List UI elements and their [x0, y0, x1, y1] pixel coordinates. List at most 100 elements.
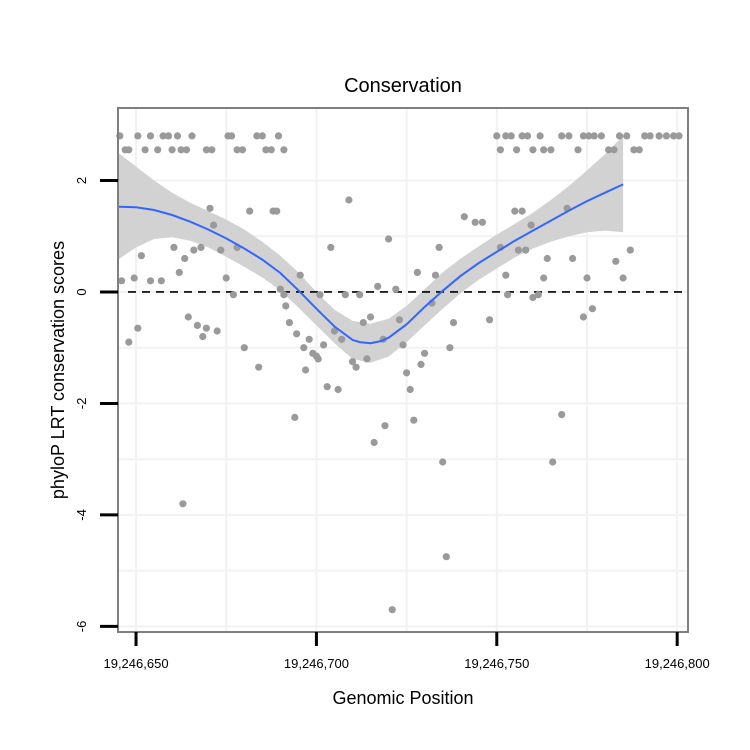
data-point: [296, 271, 304, 279]
y-axis: -6 -4 -2 0 2: [74, 177, 118, 632]
data-point: [534, 291, 542, 299]
data-point: [267, 146, 275, 154]
data-point: [585, 132, 593, 140]
data-point: [202, 146, 210, 154]
data-point: [507, 132, 515, 140]
data-point: [623, 132, 631, 140]
data-point: [363, 355, 371, 363]
y-tick-label: 0: [74, 288, 89, 295]
data-point: [619, 274, 627, 282]
data-point: [540, 146, 548, 154]
data-point: [385, 235, 393, 243]
data-point: [130, 274, 138, 282]
data-point: [291, 413, 299, 421]
data-point: [518, 207, 526, 215]
data-point: [320, 341, 328, 349]
data-point: [190, 246, 198, 254]
y-tick-label: -4: [74, 509, 89, 521]
data-point: [518, 132, 526, 140]
data-points: [116, 132, 683, 614]
data-point: [439, 458, 447, 466]
data-point: [334, 385, 342, 394]
data-point: [327, 243, 335, 251]
data-point: [536, 132, 544, 140]
data-point: [238, 146, 247, 154]
data-point: [527, 221, 535, 229]
data-point: [549, 458, 557, 466]
data-point: [217, 246, 225, 254]
data-point: [197, 243, 205, 251]
data-point: [635, 146, 643, 154]
data-point: [188, 132, 196, 140]
y-tick-label: -6: [74, 621, 89, 633]
data-point: [446, 344, 454, 352]
data-point: [179, 500, 187, 508]
data-point: [210, 221, 218, 229]
data-point: [610, 146, 618, 154]
data-point: [670, 132, 678, 140]
data-point: [282, 302, 290, 310]
data-point: [175, 268, 183, 276]
data-point: [514, 246, 523, 254]
data-point: [352, 363, 360, 371]
data-point: [630, 146, 638, 154]
data-point: [626, 246, 634, 254]
data-point: [330, 327, 339, 335]
data-point: [374, 282, 382, 290]
data-point: [222, 274, 230, 282]
data-point: [208, 146, 216, 154]
data-point: [417, 360, 425, 368]
y-axis-label: phyloP LRT conservation scores: [48, 241, 68, 499]
data-point: [246, 207, 254, 215]
data-point: [583, 274, 591, 282]
data-point: [502, 271, 510, 279]
chart-title: Conservation: [344, 75, 462, 97]
data-point: [529, 146, 537, 154]
data-point: [134, 324, 142, 332]
data-point: [406, 385, 414, 394]
data-point: [421, 349, 429, 357]
data-point: [496, 146, 504, 154]
data-point: [314, 355, 322, 363]
data-point: [316, 291, 324, 299]
data-point: [588, 305, 597, 313]
data-point: [125, 146, 133, 154]
data-point: [262, 146, 270, 154]
data-point: [177, 146, 185, 154]
data-point: [240, 344, 248, 352]
data-point: [154, 146, 162, 154]
data-point: [164, 132, 173, 140]
data-point: [605, 146, 613, 154]
data-point: [159, 132, 167, 140]
x-tick-label: 19,246,700: [284, 656, 349, 671]
x-tick-label: 19,246,650: [103, 656, 168, 671]
data-point: [502, 132, 510, 140]
data-point: [182, 146, 191, 154]
data-point: [253, 132, 261, 140]
data-point: [146, 277, 155, 285]
data-point: [486, 316, 494, 324]
data-point: [202, 324, 210, 332]
data-point: [410, 416, 418, 424]
data-point: [170, 243, 178, 251]
x-axis-label: Genomic Position: [332, 688, 473, 708]
data-point: [388, 606, 396, 614]
data-point: [442, 553, 450, 561]
data-point: [258, 132, 266, 140]
data-point: [471, 218, 479, 226]
data-point: [273, 207, 281, 215]
data-point: [157, 277, 165, 285]
data-point: [274, 132, 283, 140]
smooth-trend-line: [117, 183, 624, 345]
data-point: [460, 213, 468, 221]
data-point: [565, 132, 573, 140]
data-point: [493, 132, 501, 140]
data-point: [569, 254, 577, 263]
data-point: [543, 254, 551, 263]
data-point: [646, 132, 654, 140]
data-point: [168, 146, 176, 154]
data-point: [513, 146, 521, 154]
data-point: [579, 132, 588, 140]
data-point: [511, 207, 519, 215]
